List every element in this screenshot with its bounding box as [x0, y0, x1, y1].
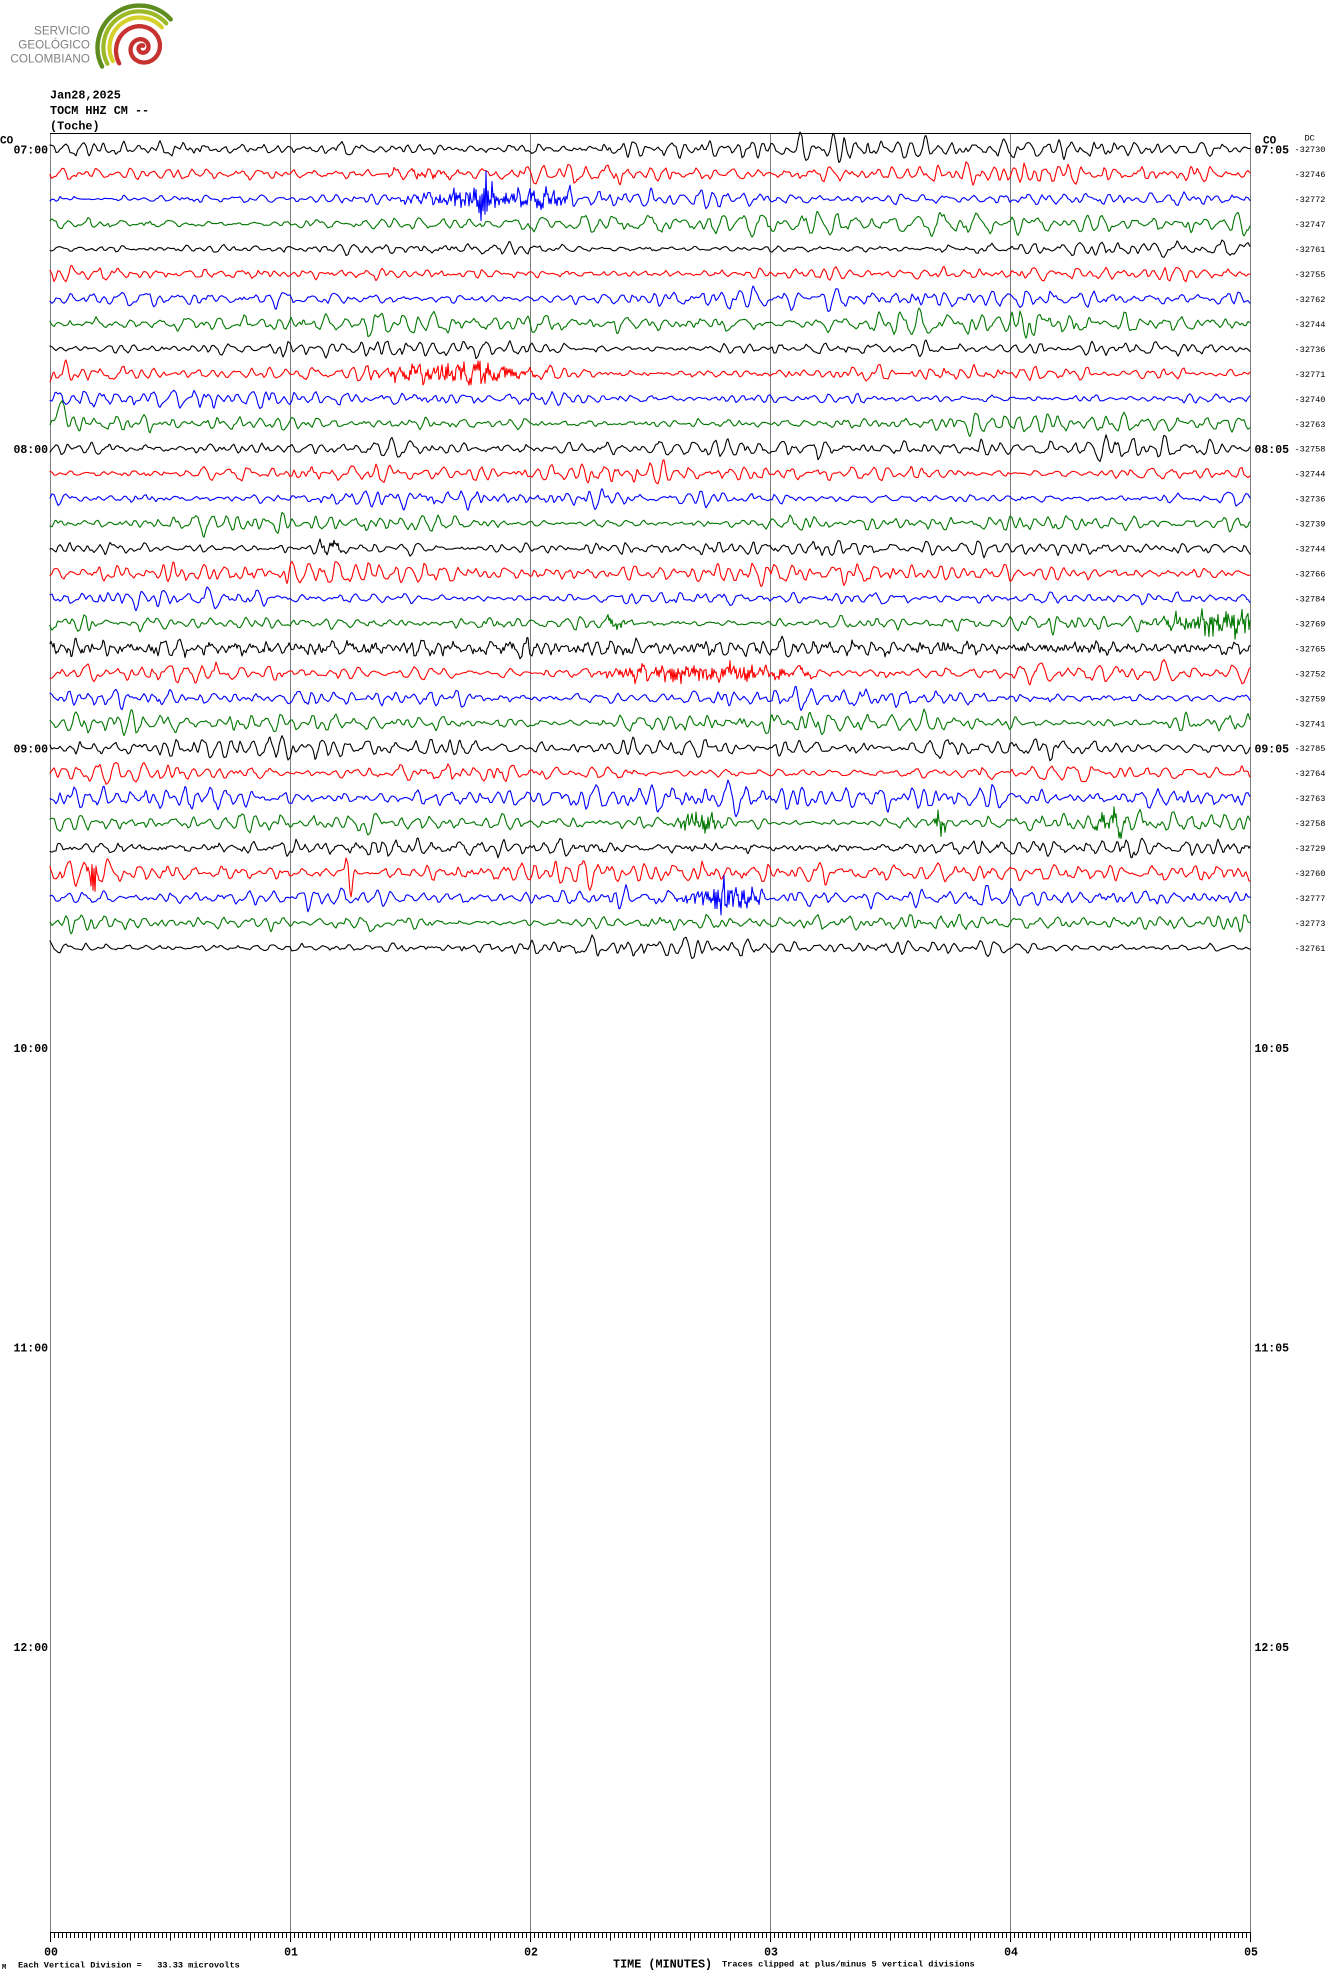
svg-text:Jan28,2025: Jan28,2025 [50, 89, 121, 103]
svg-text:12:00: 12:00 [13, 1642, 48, 1655]
svg-text:08:00: 08:00 [13, 444, 48, 457]
svg-text:-32736: -32736 [1295, 495, 1326, 505]
svg-text:04: 04 [1004, 1947, 1018, 1960]
svg-text:02: 02 [524, 1947, 538, 1960]
svg-text:-32739: -32739 [1295, 520, 1326, 530]
svg-text:M: M [2, 1964, 6, 1972]
svg-text:01: 01 [284, 1947, 298, 1960]
svg-text:DC: DC [1305, 134, 1315, 144]
svg-text:09:00: 09:00 [13, 743, 48, 756]
svg-text:-32736: -32736 [1295, 345, 1326, 355]
svg-text:GEOLÓGICO: GEOLÓGICO [18, 39, 90, 52]
svg-text:-32758: -32758 [1295, 445, 1326, 455]
svg-text:TOCM HHZ CM --: TOCM HHZ CM -- [50, 104, 149, 118]
svg-text:-32746: -32746 [1295, 170, 1326, 180]
svg-text:-32773: -32773 [1295, 919, 1326, 929]
svg-text:-32764: -32764 [1295, 769, 1326, 779]
svg-text:SERVICIO: SERVICIO [34, 25, 90, 38]
svg-text:-32752: -32752 [1295, 669, 1326, 679]
svg-text:CO: CO [0, 136, 14, 148]
svg-text:CO: CO [1263, 136, 1277, 148]
svg-text:-32771: -32771 [1295, 370, 1326, 380]
svg-text:-32763: -32763 [1295, 420, 1326, 430]
svg-text:-32761: -32761 [1295, 944, 1326, 954]
svg-text:11:00: 11:00 [13, 1342, 48, 1355]
svg-text:-32747: -32747 [1295, 220, 1326, 230]
svg-text:-32759: -32759 [1295, 694, 1326, 704]
svg-text:12:05: 12:05 [1255, 1642, 1290, 1655]
svg-text:-32744: -32744 [1295, 320, 1326, 330]
svg-text:(Toche): (Toche) [50, 120, 100, 134]
svg-text:-32760: -32760 [1295, 869, 1326, 879]
svg-text:05: 05 [1244, 1947, 1258, 1960]
svg-text:-32761: -32761 [1295, 245, 1326, 255]
svg-text:-32785: -32785 [1295, 744, 1326, 754]
svg-text:-32766: -32766 [1295, 570, 1326, 580]
svg-text:07:00: 07:00 [13, 144, 48, 157]
svg-text:-32744: -32744 [1295, 545, 1326, 555]
svg-text:08:05: 08:05 [1255, 444, 1290, 457]
svg-text:-32740: -32740 [1295, 395, 1326, 405]
svg-text:-32777: -32777 [1295, 894, 1326, 904]
svg-text:-32758: -32758 [1295, 819, 1326, 829]
svg-text:11:05: 11:05 [1255, 1342, 1290, 1355]
svg-text:-32741: -32741 [1295, 719, 1326, 729]
svg-text:09:05: 09:05 [1255, 743, 1290, 756]
svg-text:10:00: 10:00 [13, 1043, 48, 1056]
svg-text:-32763: -32763 [1295, 794, 1326, 804]
svg-text:07:05: 07:05 [1255, 144, 1290, 157]
svg-text:Traces clipped at plus/minus 5: Traces clipped at plus/minus 5 vertical … [722, 1960, 975, 1970]
svg-text:-32730: -32730 [1295, 145, 1326, 155]
svg-text:-32744: -32744 [1295, 470, 1326, 480]
svg-text:-32729: -32729 [1295, 844, 1326, 854]
svg-text:-32772: -32772 [1295, 195, 1326, 205]
svg-text:-32784: -32784 [1295, 595, 1326, 605]
svg-text:00: 00 [44, 1947, 58, 1960]
svg-text:COLOMBIANO: COLOMBIANO [10, 53, 90, 66]
svg-text:-32769: -32769 [1295, 619, 1326, 629]
svg-text:-32762: -32762 [1295, 295, 1326, 305]
svg-text:TIME (MINUTES): TIME (MINUTES) [613, 1958, 712, 1972]
svg-text:-32755: -32755 [1295, 270, 1326, 280]
svg-text:10:05: 10:05 [1255, 1043, 1290, 1056]
svg-text:Each Vertical Division = 33.: Each Vertical Division = 33.33 microvolt… [18, 1961, 240, 1971]
svg-text:03: 03 [764, 1947, 778, 1960]
svg-text:-32765: -32765 [1295, 644, 1326, 654]
